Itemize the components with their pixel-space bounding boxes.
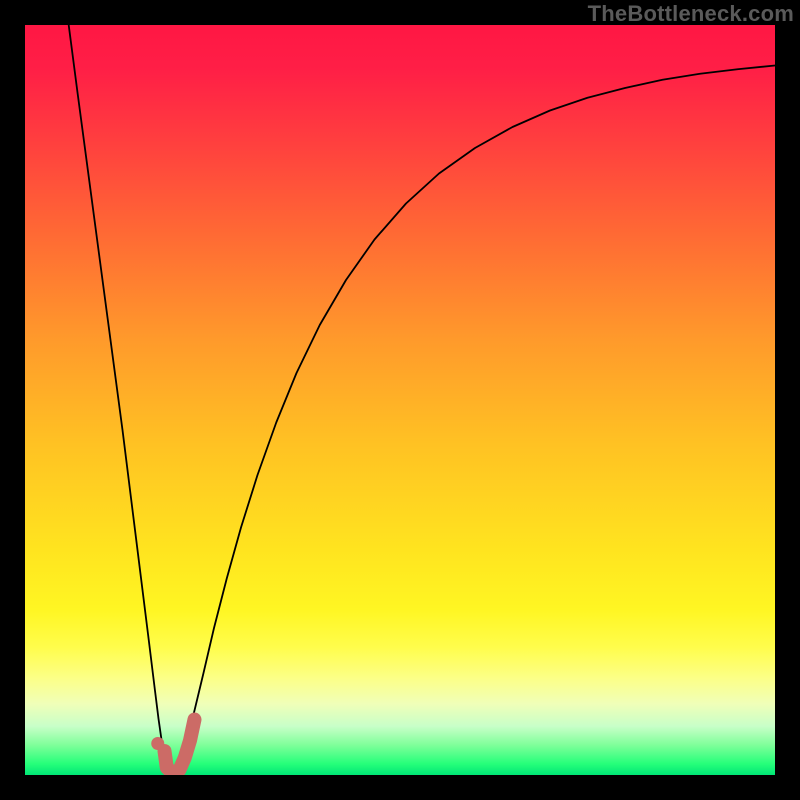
chart-frame: TheBottleneck.com — [0, 0, 800, 800]
marker-dot — [151, 737, 164, 750]
plot-area — [25, 25, 775, 775]
watermark-text: TheBottleneck.com — [588, 1, 794, 27]
chart-svg — [25, 25, 775, 775]
chart-background — [25, 25, 775, 775]
